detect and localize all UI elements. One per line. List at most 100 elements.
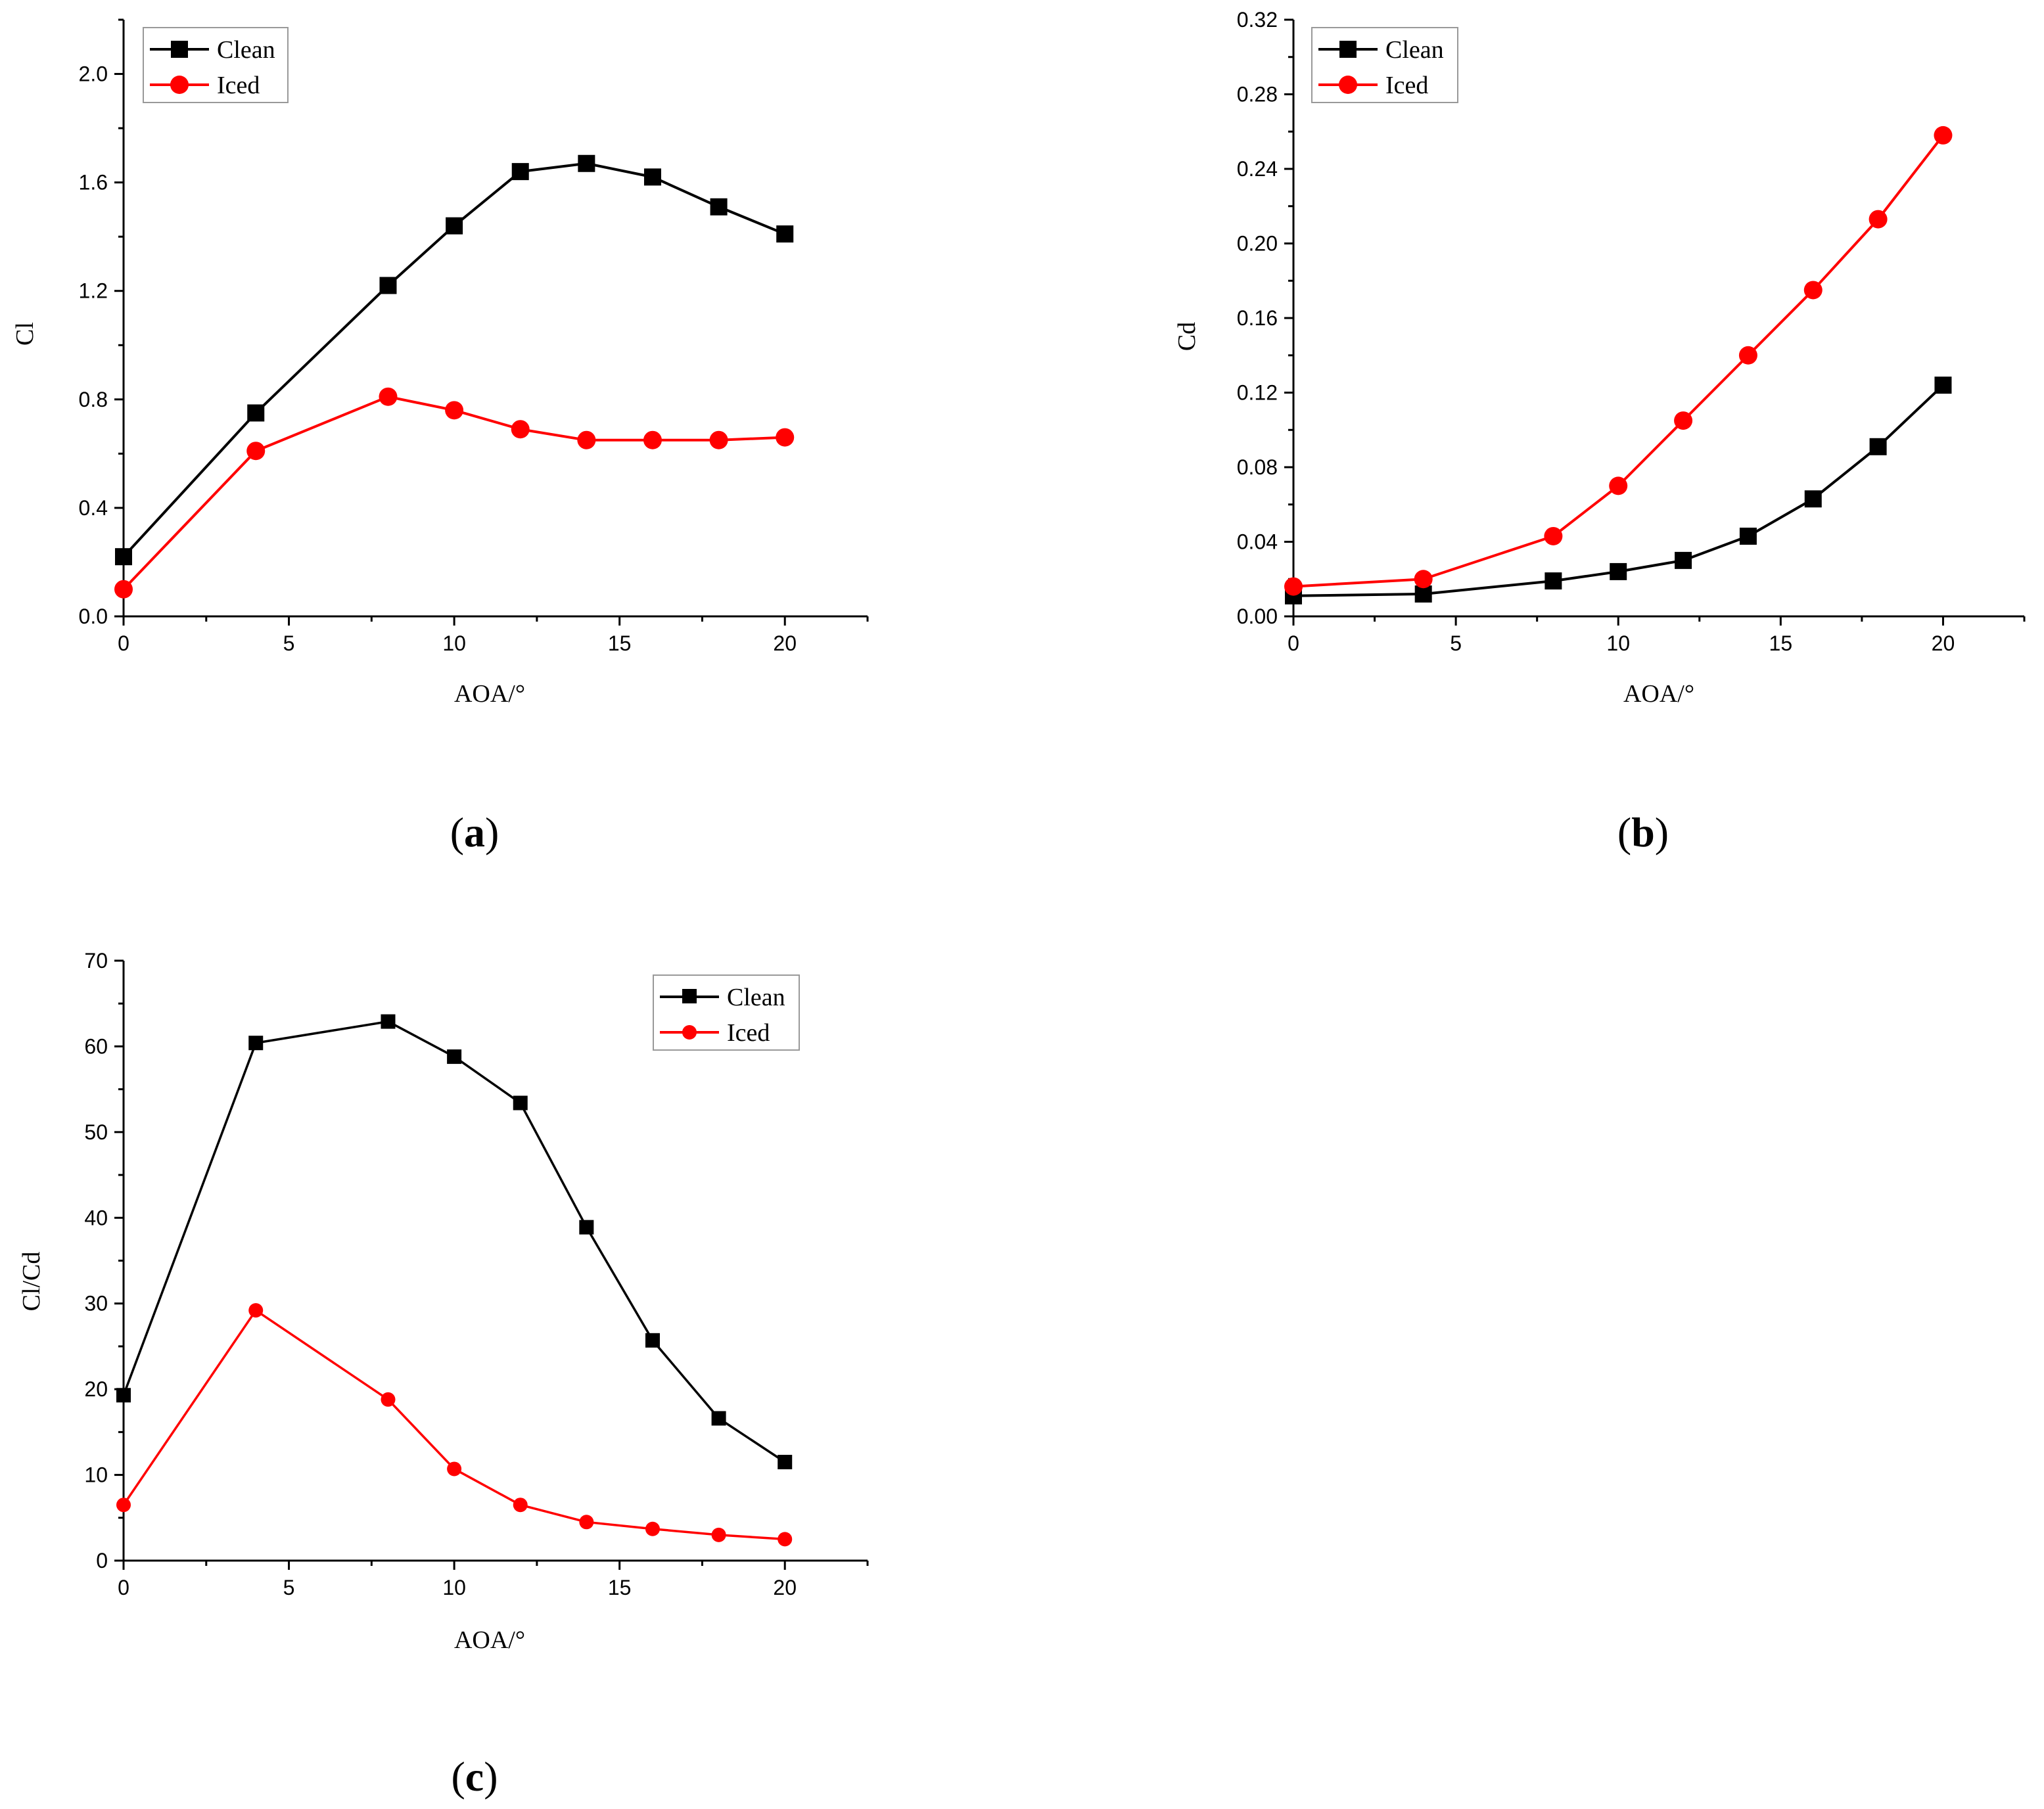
data-point-iced bbox=[579, 1515, 594, 1530]
x-tick-label: 5 bbox=[283, 631, 295, 655]
data-point-clean bbox=[711, 1411, 726, 1426]
data-point-iced bbox=[1284, 577, 1303, 596]
x-tick-label: 15 bbox=[1769, 631, 1793, 655]
y-tick-label: 0.0 bbox=[79, 605, 108, 628]
chart-a-xlabel: AOA/° bbox=[454, 680, 525, 708]
y-tick-label: 0.28 bbox=[1237, 83, 1278, 106]
data-point-iced bbox=[1869, 210, 1888, 229]
data-point-clean bbox=[447, 1049, 462, 1065]
data-point-iced bbox=[1738, 346, 1757, 365]
legend-b-iced-label: Iced bbox=[1385, 72, 1428, 99]
y-tick-label: 0 bbox=[96, 1549, 108, 1572]
data-point-iced bbox=[379, 387, 398, 406]
data-point-clean bbox=[247, 404, 265, 422]
y-tick-label: 0.08 bbox=[1237, 455, 1278, 479]
data-point-iced bbox=[248, 1303, 264, 1318]
data-point-clean bbox=[710, 198, 728, 216]
legend-a-iced-label: Iced bbox=[217, 72, 260, 99]
data-point-clean bbox=[1414, 585, 1432, 603]
chart-a-caption: (a) bbox=[450, 809, 499, 856]
series-line-iced bbox=[122, 1309, 785, 1541]
x-tick-label: 0 bbox=[118, 1576, 129, 1599]
data-point-clean bbox=[1610, 562, 1627, 580]
data-point-iced bbox=[1934, 126, 1953, 145]
series-line-iced bbox=[1293, 134, 1945, 588]
chart-c-legend: Clean Iced bbox=[653, 974, 800, 1051]
y-tick-label: 50 bbox=[84, 1120, 108, 1144]
chart-c-axes: 0 5 10 15 20 0 10 20 30 40 50 60 70 bbox=[84, 949, 869, 1599]
legend-a-clean-marker bbox=[171, 41, 188, 58]
data-point-iced bbox=[1609, 476, 1628, 495]
x-tick-label: 10 bbox=[442, 1576, 466, 1599]
data-point-iced bbox=[577, 430, 596, 449]
y-tick-label: 30 bbox=[84, 1292, 108, 1316]
legend-a-iced-marker bbox=[170, 76, 189, 94]
data-point-clean bbox=[1675, 551, 1692, 569]
data-point-clean bbox=[1804, 490, 1822, 508]
data-point-clean bbox=[643, 168, 661, 186]
data-point-clean bbox=[1869, 438, 1887, 455]
y-tick-label: 0.00 bbox=[1237, 605, 1278, 628]
series-line-clean bbox=[122, 1020, 786, 1463]
legend-c-iced-label: Iced bbox=[727, 1019, 770, 1047]
legend-c-iced-marker bbox=[682, 1025, 697, 1040]
data-point-iced bbox=[778, 1532, 793, 1547]
data-point-iced bbox=[511, 420, 530, 439]
chart-b-caption: (b) bbox=[1617, 809, 1669, 856]
legend-b-clean-marker bbox=[1339, 41, 1357, 58]
x-tick-label: 5 bbox=[1450, 631, 1462, 655]
y-tick-label: 0.8 bbox=[79, 388, 108, 411]
y-tick-label: 1.2 bbox=[79, 279, 108, 303]
chart-a-legend: Clean Iced bbox=[143, 27, 289, 103]
chart-a-ylabel: Cl bbox=[11, 322, 39, 346]
chart-a-caption-letter: a bbox=[464, 809, 485, 856]
x-tick-label: 0 bbox=[118, 631, 129, 655]
y-tick-label: 1.6 bbox=[79, 171, 108, 195]
chart-c-xlabel: AOA/° bbox=[454, 1626, 525, 1654]
y-tick-label: 0.16 bbox=[1237, 306, 1278, 330]
data-point-iced bbox=[381, 1392, 396, 1407]
x-tick-label: 10 bbox=[442, 631, 466, 655]
chart-b-series-clean bbox=[1285, 377, 1952, 605]
chart-b-ylabel: Cd bbox=[1173, 322, 1201, 351]
data-point-clean bbox=[1545, 572, 1562, 590]
chart-b: 0 5 10 15 20 0.00 0.04 0.08 0.12 0.16 0.20 0.24 0.28… bbox=[1173, 8, 2026, 856]
data-point-iced bbox=[116, 1498, 131, 1513]
data-point-clean bbox=[645, 1333, 660, 1348]
chart-c-caption: (c) bbox=[451, 1753, 498, 1800]
y-tick-label: 0.32 bbox=[1237, 8, 1278, 32]
x-tick-label: 20 bbox=[1932, 631, 1955, 655]
data-point-iced bbox=[643, 430, 662, 449]
series-line-iced bbox=[122, 395, 785, 591]
data-point-clean bbox=[248, 1036, 264, 1051]
chart-a-axes: 0 5 10 15 20 0.0 0.4 0.8 1.2 1.6 2.0 bbox=[79, 18, 869, 655]
y-tick-label: 0.20 bbox=[1237, 232, 1278, 256]
legend-c-clean-marker bbox=[682, 989, 697, 1003]
data-point-iced bbox=[246, 442, 266, 461]
data-point-clean bbox=[513, 1095, 528, 1111]
data-point-clean bbox=[1739, 527, 1757, 545]
data-point-clean bbox=[446, 217, 463, 235]
chart-b-axes: 0 5 10 15 20 0.00 0.04 0.08 0.12 0.16 0.20 0.24 0.28… bbox=[1237, 8, 2026, 655]
chart-c: 0 5 10 15 20 0 10 20 30 40 50 60 70 Cl/Cd AOA/° Clea… bbox=[18, 949, 869, 1800]
chart-c-caption-letter: c bbox=[465, 1753, 484, 1800]
x-tick-label: 15 bbox=[608, 631, 632, 655]
chart-b-legend: Clean Iced bbox=[1311, 27, 1458, 103]
data-point-clean bbox=[379, 277, 397, 294]
chart-b-xlabel: AOA/° bbox=[1623, 680, 1694, 708]
data-point-clean bbox=[116, 1388, 131, 1403]
legend-a-clean-label: Clean bbox=[217, 36, 275, 64]
y-tick-label: 20 bbox=[84, 1377, 108, 1401]
chart-a-series-clean bbox=[115, 154, 794, 566]
data-point-clean bbox=[381, 1014, 396, 1029]
data-point-clean bbox=[1934, 377, 1952, 394]
y-tick-label: 10 bbox=[84, 1463, 108, 1487]
chart-b-series-iced bbox=[1284, 126, 1953, 596]
data-point-iced bbox=[445, 401, 464, 420]
y-tick-label: 0.04 bbox=[1237, 530, 1278, 554]
data-point-iced bbox=[1544, 526, 1563, 545]
data-point-iced bbox=[709, 430, 728, 449]
y-tick-label: 0.24 bbox=[1237, 157, 1278, 181]
data-point-clean bbox=[578, 154, 595, 172]
